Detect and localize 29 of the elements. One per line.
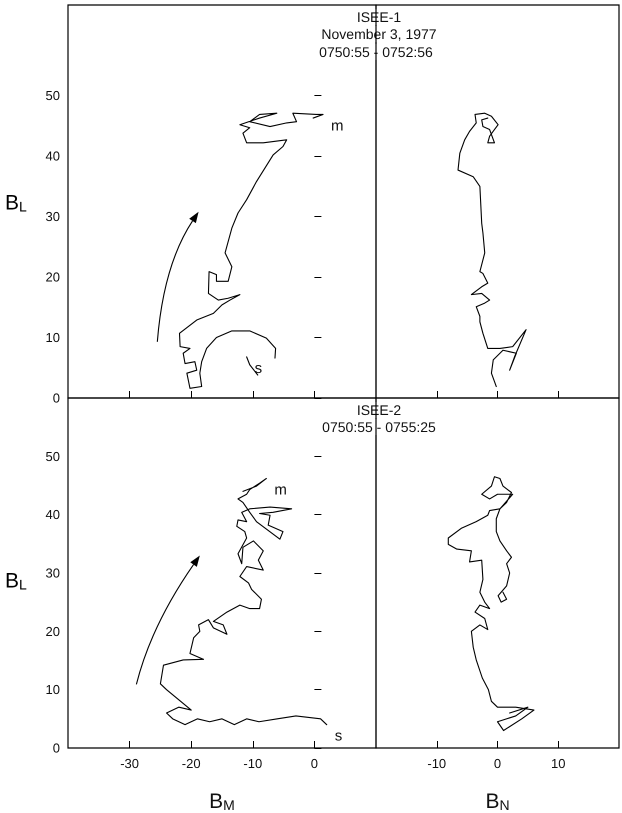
x-tick-label: -30 bbox=[120, 756, 139, 771]
x-axis-title: BM bbox=[209, 790, 235, 813]
y-tick-label: 0 bbox=[52, 740, 60, 756]
x-tick-label: -10 bbox=[243, 756, 262, 771]
annotation: s bbox=[334, 728, 342, 745]
x-tick-label: 10 bbox=[551, 756, 566, 771]
y-axis-title: BL bbox=[5, 192, 28, 214]
y-tick-label: 30 bbox=[46, 209, 60, 224]
y-tick-label: 40 bbox=[46, 507, 60, 522]
annotation: m bbox=[331, 117, 344, 134]
x-axis-title: BN bbox=[485, 790, 510, 813]
y-tick-label: 10 bbox=[46, 330, 60, 346]
text: 0750:55 - 0755:25 bbox=[322, 419, 436, 435]
x-tick-label: -10 bbox=[427, 756, 446, 771]
x-tick-label: -20 bbox=[182, 756, 201, 771]
annotation: m bbox=[274, 482, 287, 498]
y-tick-label: 20 bbox=[46, 624, 60, 639]
y-tick-label: 40 bbox=[46, 148, 60, 164]
annotation: s bbox=[254, 360, 262, 377]
y-tick-label: 50 bbox=[46, 88, 60, 104]
y-tick-label: 10 bbox=[46, 682, 60, 698]
y-axis-title: BL bbox=[5, 570, 28, 592]
line-series bbox=[160, 478, 328, 726]
y-tick-label: 50 bbox=[46, 448, 60, 464]
y-tick-label: 30 bbox=[46, 566, 60, 580]
x-tick-label: 0 bbox=[494, 756, 502, 771]
x-tick-label: 0 bbox=[310, 756, 318, 771]
y-tick-label: 0 bbox=[52, 390, 60, 406]
y-tick-label: 20 bbox=[46, 270, 60, 285]
